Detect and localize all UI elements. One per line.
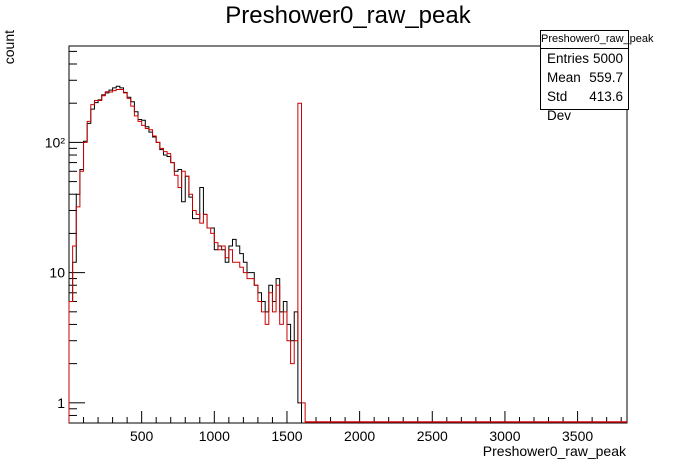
y-axis-label: count <box>1 30 17 65</box>
x-tick-label: 2000 <box>344 428 375 444</box>
stats-box: Preshower0_raw_peak Entries 5000 Mean 55… <box>540 30 654 123</box>
histogram-series-1 <box>68 88 306 423</box>
y-tick-label: 10 <box>49 265 65 281</box>
histogram-series-0 <box>68 85 302 423</box>
plot-frame <box>68 45 628 424</box>
stats-value: 413.6 <box>589 89 623 104</box>
x-tick-label: 500 <box>130 428 154 444</box>
chart-title: Preshower0_raw_peak <box>225 2 471 29</box>
stats-value: 559.7 <box>589 70 623 85</box>
x-tick-label: 1000 <box>199 428 230 444</box>
stats-value: 5000 <box>592 51 623 66</box>
x-tick-label: 1500 <box>271 428 302 444</box>
x-tick-label: 2500 <box>417 428 448 444</box>
stats-label: Std Dev <box>547 89 572 123</box>
y-tick-label: 10² <box>45 134 66 150</box>
x-tick-label: 3000 <box>489 428 520 444</box>
stats-label: Entries <box>547 51 590 66</box>
stats-row-stddev: Std Dev 413.6 <box>541 87 628 123</box>
stats-label: Mean <box>547 70 581 85</box>
x-tick-label: 3500 <box>562 428 593 444</box>
x-axis-label: Preshower0_raw_peak <box>482 443 626 459</box>
stats-row-mean: Mean 559.7 <box>541 68 628 87</box>
y-tick-label: 1 <box>57 395 65 411</box>
stats-title: Preshower0_raw_peak <box>541 31 654 49</box>
stats-row-entries: Entries 5000 <box>541 49 628 68</box>
